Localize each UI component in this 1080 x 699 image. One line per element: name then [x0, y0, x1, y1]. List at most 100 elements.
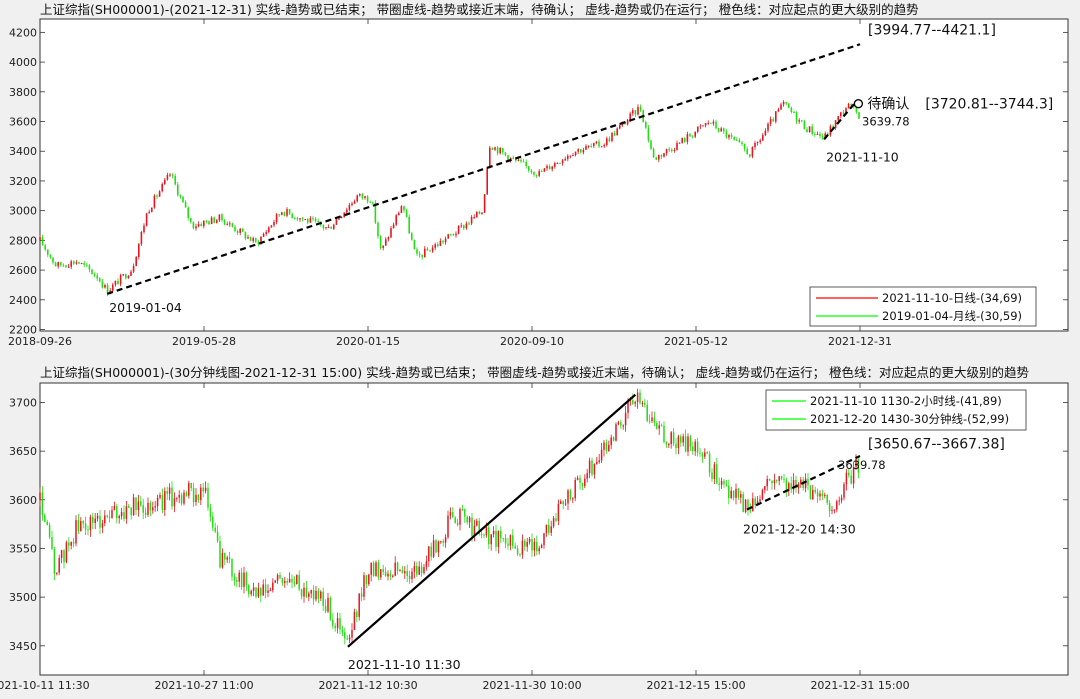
price-bar [444, 238, 447, 243]
price-bar [644, 403, 646, 405]
price-bar [178, 495, 180, 498]
price-bar [114, 280, 117, 285]
price-bar [715, 121, 717, 129]
price-bar [639, 392, 641, 404]
price-bar [574, 151, 577, 156]
price-bar [622, 425, 624, 427]
price-bar [77, 520, 80, 532]
price-bar [686, 134, 689, 142]
price-bar [497, 530, 500, 547]
price-bar [176, 497, 178, 499]
price-bar [411, 571, 413, 580]
price-bar [291, 578, 293, 583]
price-bar [173, 498, 176, 507]
price-bar [234, 226, 236, 232]
y-tick-label: 3500 [9, 591, 37, 604]
price-bar [245, 572, 248, 586]
price-bar [738, 139, 741, 143]
price-bar [418, 253, 421, 256]
price-bar [490, 534, 492, 545]
price-bar [63, 550, 65, 563]
price-bar [521, 540, 524, 555]
price-bar [552, 518, 555, 527]
y-tick-label: 2800 [9, 234, 37, 247]
pending-confirm-label: 待确认 [867, 97, 909, 113]
price-bar [200, 487, 202, 501]
price-bar [384, 571, 387, 577]
price-bar [218, 214, 221, 221]
price-bar [717, 128, 720, 132]
price-bar [164, 491, 166, 510]
price-bar [223, 220, 226, 225]
price-bar [632, 400, 634, 404]
price-bar [351, 203, 353, 206]
price-bar [104, 284, 106, 288]
price-bar [733, 136, 735, 140]
price-bar [772, 119, 774, 122]
price-bar [648, 420, 651, 422]
price-bar [699, 452, 701, 454]
price-bar [586, 473, 588, 479]
price-bar [509, 535, 512, 546]
price-bar [332, 619, 334, 626]
price-bar [804, 478, 807, 489]
price-bar [303, 587, 305, 597]
price-bar [387, 573, 389, 577]
price-bar [249, 237, 252, 241]
price-bar [850, 103, 852, 106]
price-bar [797, 483, 800, 489]
price-bar [682, 436, 684, 443]
price-bar [574, 479, 576, 499]
price-bar [495, 530, 497, 547]
price-bar [647, 127, 650, 141]
price-bar [569, 155, 572, 157]
price-bar [242, 228, 244, 232]
price-bar [344, 632, 346, 639]
price-bar [652, 148, 655, 158]
price-bar [330, 226, 332, 229]
price-bar [785, 479, 788, 492]
price-bar [636, 392, 639, 402]
daily-end-date-label: 2021-11-10 [826, 149, 899, 164]
price-bar [528, 166, 530, 171]
price-bar [84, 523, 87, 530]
x-tick-label: 2021-10-27 11:00 [154, 679, 253, 692]
price-bar [99, 515, 101, 528]
price-bar [120, 512, 123, 516]
price-bar [541, 171, 543, 173]
price-bar [240, 572, 243, 587]
price-bar [265, 231, 267, 234]
price-bar [587, 145, 590, 147]
price-bar [610, 437, 612, 446]
price-bar [374, 202, 377, 223]
price-bar [675, 443, 677, 449]
price-bar [395, 215, 397, 225]
price-bar [720, 128, 722, 132]
price-bar [732, 490, 735, 498]
price-bar [581, 482, 584, 487]
price-bar [93, 274, 96, 276]
price-bar [56, 572, 58, 574]
price-bar [747, 499, 749, 510]
price-bar [329, 597, 332, 620]
price-bar [608, 138, 611, 142]
price-bar [814, 133, 816, 135]
price-bar [272, 582, 274, 591]
y-tick-label: 2400 [9, 294, 37, 307]
price-bar [353, 201, 356, 204]
price-bar [435, 540, 437, 553]
price-bar [596, 462, 598, 464]
price-bar [452, 234, 455, 236]
price-bar [286, 581, 288, 583]
y-tick-label: 4200 [9, 26, 37, 39]
price-bar [413, 239, 416, 250]
x-tick-label: 2021-10-11 11:30 [0, 679, 90, 692]
price-bar [554, 163, 556, 167]
price-bar [550, 526, 552, 533]
price-bar [814, 489, 816, 493]
price-bar [615, 424, 617, 441]
price-bar [257, 241, 260, 245]
price-bar [485, 527, 488, 536]
price-bar [515, 158, 517, 161]
price-bar [845, 108, 847, 114]
